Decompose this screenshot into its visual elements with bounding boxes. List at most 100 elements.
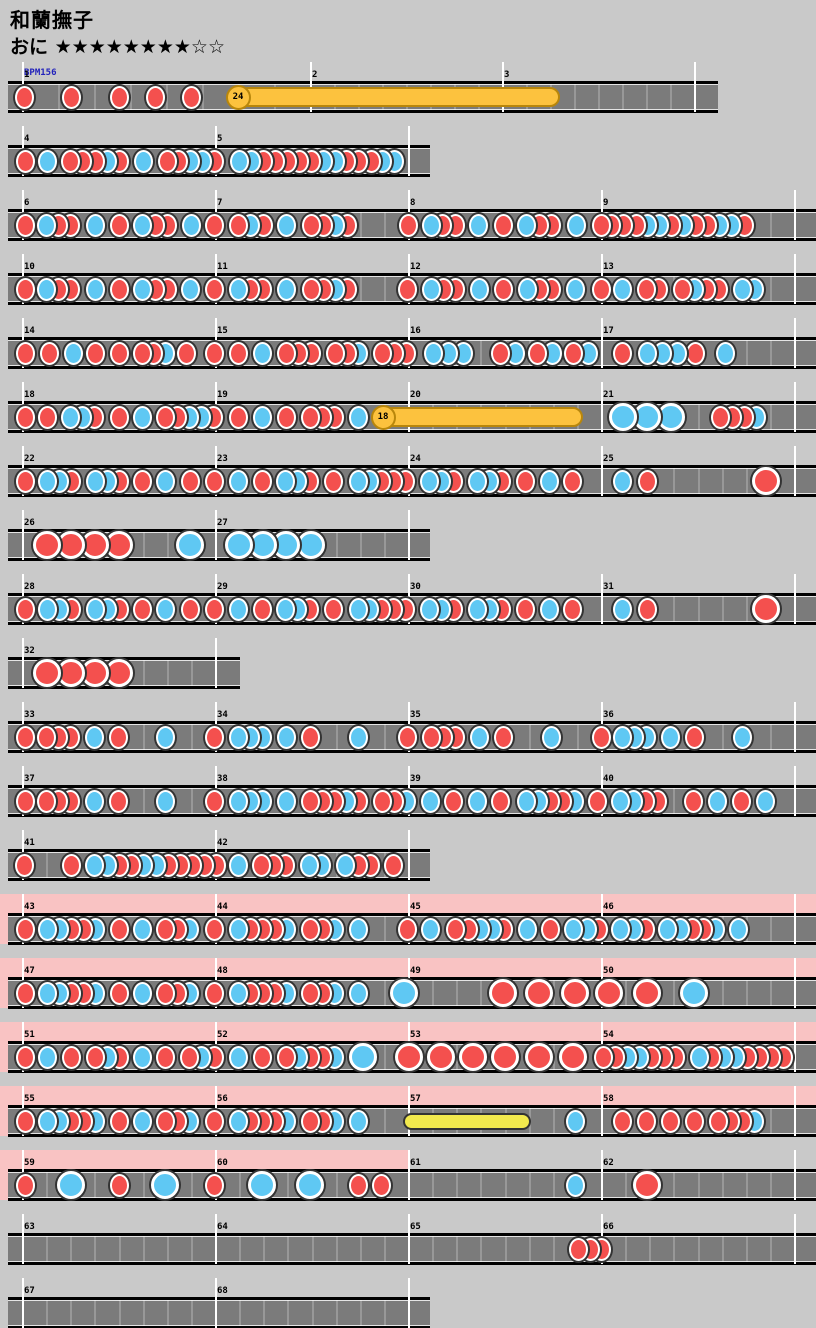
measure-number: 59 bbox=[24, 1158, 35, 1168]
note-don bbox=[300, 725, 320, 749]
measure-line bbox=[794, 1022, 796, 1072]
beat-line bbox=[721, 980, 724, 1006]
measure-number: 24 bbox=[410, 454, 421, 464]
note-don bbox=[39, 341, 59, 365]
measure-number: 11 bbox=[217, 262, 228, 272]
beat-line bbox=[622, 84, 624, 110]
measure-number: 10 bbox=[24, 262, 35, 272]
measure-line bbox=[794, 766, 796, 816]
beat-line bbox=[190, 660, 193, 686]
beat-line bbox=[721, 1172, 724, 1198]
beat-line bbox=[697, 1172, 700, 1198]
note-ka bbox=[132, 1045, 152, 1069]
note-ka bbox=[516, 789, 536, 813]
measure-number: 54 bbox=[603, 1030, 614, 1040]
beat-line bbox=[769, 724, 772, 750]
note-ka bbox=[60, 405, 80, 429]
measure-line bbox=[601, 574, 603, 624]
beat-line bbox=[769, 404, 772, 430]
note-don-big bbox=[81, 531, 109, 559]
beat-line bbox=[574, 84, 576, 110]
note-ka bbox=[37, 149, 57, 173]
note-don bbox=[731, 789, 751, 813]
beat-line bbox=[670, 84, 672, 110]
beat-line bbox=[383, 1108, 386, 1134]
beat-line bbox=[721, 468, 724, 494]
measure-number: 27 bbox=[217, 518, 228, 528]
note-ka-big bbox=[297, 531, 325, 559]
beat-line bbox=[383, 916, 386, 942]
measure-number: 50 bbox=[603, 966, 614, 976]
note-ka bbox=[228, 853, 248, 877]
note-don bbox=[109, 405, 129, 429]
note-ka bbox=[155, 469, 175, 493]
measure-number: 47 bbox=[24, 966, 35, 976]
beat-line bbox=[769, 916, 772, 942]
beat-line bbox=[190, 1236, 193, 1262]
measure-number: 21 bbox=[603, 390, 614, 400]
note-don-big bbox=[489, 979, 517, 1007]
beat-line bbox=[166, 1300, 169, 1326]
note-don bbox=[301, 213, 321, 237]
note-ka bbox=[228, 725, 248, 749]
beat-line bbox=[166, 84, 168, 110]
beat-line bbox=[239, 1236, 242, 1262]
note-ka bbox=[348, 597, 368, 621]
beat-line bbox=[456, 1172, 459, 1198]
beat-line bbox=[190, 1172, 193, 1198]
measure-number: 38 bbox=[217, 774, 228, 784]
note-ka bbox=[467, 597, 487, 621]
note-don bbox=[179, 1045, 199, 1069]
note-ka-big bbox=[57, 1171, 85, 1199]
note-don bbox=[15, 725, 35, 749]
note-track bbox=[8, 1297, 430, 1328]
note-don bbox=[251, 853, 271, 877]
measure-line bbox=[215, 510, 217, 560]
measure-number: 60 bbox=[217, 1158, 228, 1168]
measure-number: 26 bbox=[24, 518, 35, 528]
note-ka-big bbox=[390, 979, 418, 1007]
measure-line bbox=[794, 958, 796, 1008]
note-ka bbox=[132, 1109, 152, 1133]
note-don bbox=[109, 213, 129, 237]
note-ka-big bbox=[176, 531, 204, 559]
note-don-big bbox=[395, 1043, 423, 1071]
note-don bbox=[383, 853, 403, 877]
note-ka bbox=[85, 213, 105, 237]
measure-line bbox=[794, 318, 796, 368]
beat-line bbox=[432, 1236, 435, 1262]
note-ka bbox=[348, 1109, 368, 1133]
note-ka bbox=[276, 213, 296, 237]
measure-number: 4 bbox=[24, 134, 30, 144]
measure-line bbox=[794, 254, 796, 304]
note-don-big bbox=[81, 659, 109, 687]
beat-line bbox=[383, 724, 386, 750]
beat-line bbox=[745, 1236, 748, 1262]
note-don bbox=[568, 1237, 588, 1261]
measure-number: 45 bbox=[410, 902, 421, 912]
note-ka bbox=[155, 789, 175, 813]
note-don bbox=[612, 341, 632, 365]
measure-number: 9 bbox=[603, 198, 609, 208]
note-ka bbox=[348, 917, 368, 941]
note-don bbox=[300, 917, 320, 941]
note-ka bbox=[610, 917, 630, 941]
beat-line bbox=[70, 1236, 73, 1262]
note-don bbox=[61, 85, 81, 109]
measure-number: 12 bbox=[410, 262, 421, 272]
measure-number: 37 bbox=[24, 774, 35, 784]
note-ka bbox=[715, 341, 735, 365]
note-ka bbox=[155, 725, 175, 749]
note-don bbox=[397, 725, 417, 749]
note-don-big bbox=[595, 979, 623, 1007]
note-don bbox=[109, 277, 129, 301]
measure-line bbox=[215, 638, 217, 688]
beat-line bbox=[311, 1300, 314, 1326]
note-don bbox=[562, 597, 582, 621]
beat-line bbox=[58, 84, 60, 110]
note-don bbox=[443, 789, 463, 813]
note-don-big bbox=[525, 1043, 553, 1071]
beat-line bbox=[335, 532, 338, 558]
note-don bbox=[325, 341, 345, 365]
note-don bbox=[109, 1173, 129, 1197]
